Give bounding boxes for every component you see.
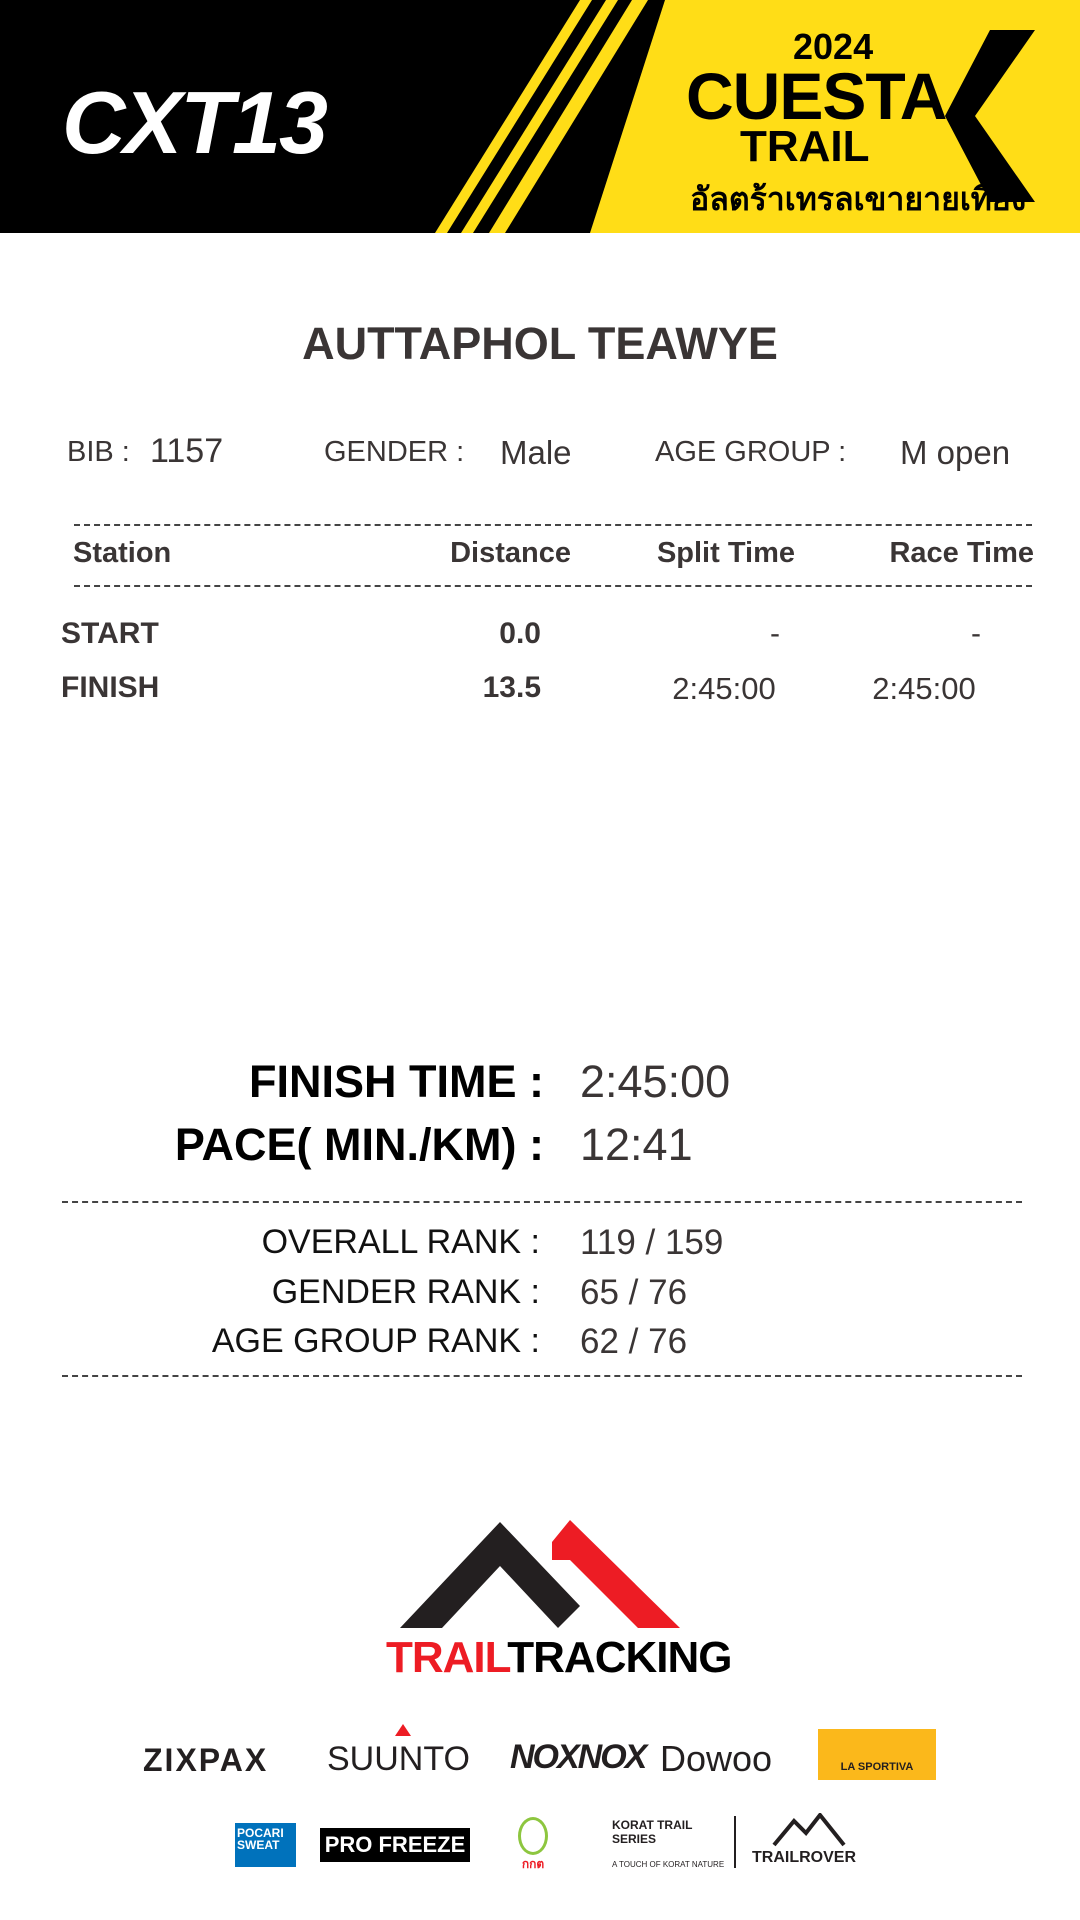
- split-time: 2:45:00: [672, 671, 776, 706]
- sponsor-pro-freeze: PRO FREEZE: [320, 1828, 470, 1862]
- logo-trail: TRAIL: [386, 1633, 508, 1682]
- age-group-rank-value: 62 / 76: [580, 1322, 688, 1361]
- divider: [74, 585, 1032, 587]
- age-group-rank-label: AGE GROUP RANK :: [211, 1322, 540, 1360]
- event-name-trail: TRAIL: [740, 122, 870, 171]
- runner-name: AUTTAPHOL TEAWYE: [302, 318, 778, 369]
- station: FINISH: [61, 671, 160, 704]
- cxt13-logo: CXT13: [62, 73, 328, 172]
- event-subtitle: อัลตร้าเทรลเขายายเที่ยง: [690, 181, 1027, 217]
- sponsor-korat-tagline: A TOUCH OF KORAT NATURE: [612, 1860, 725, 1869]
- finish-time-value: 2:45:00: [580, 1056, 731, 1107]
- gender-rank-label: GENDER RANK :: [271, 1273, 540, 1311]
- col-distance: Distance: [450, 537, 571, 569]
- event-year: 2024: [793, 26, 874, 67]
- bib-value: 1157: [150, 432, 224, 470]
- mountain-icon: [400, 1520, 680, 1628]
- col-split-time: Split Time: [656, 537, 795, 569]
- overall-rank-label: OVERALL RANK :: [261, 1223, 540, 1261]
- finish-time-label: FINISH TIME :: [249, 1056, 544, 1107]
- suunto-triangle-icon: [395, 1724, 411, 1736]
- trailrover-mountain-icon: [772, 1813, 846, 1847]
- banner-stripes: [435, 0, 1080, 233]
- divider: [62, 1375, 1022, 1377]
- bib-label: BIB :: [67, 436, 130, 468]
- sponsor-separator: [734, 1816, 736, 1868]
- gender-label: GENDER :: [324, 436, 465, 468]
- sponsor-la-sportiva: LA SPORTIVA: [818, 1729, 936, 1780]
- logo-tracking: TRACKING: [507, 1633, 732, 1682]
- event-banner: CXT13 2024 CUESTA TRAIL อัลตร้าเทรลเขายา…: [0, 0, 1080, 233]
- sponsor-pocari-sweat: POCARI SWEAT: [235, 1823, 296, 1867]
- distance: 13.5: [482, 671, 541, 704]
- overall-rank-value: 119 / 159: [580, 1223, 724, 1262]
- sponsor-emblem: กกต: [513, 1805, 553, 1875]
- gender-rank-value: 65 / 76: [580, 1273, 688, 1312]
- sponsor-dowoo: Dowoo: [660, 1738, 773, 1779]
- pace-value: 12:41: [580, 1119, 693, 1170]
- split-time: -: [770, 617, 780, 650]
- divider: [74, 524, 1032, 526]
- sponsor-zixpax: ZIXPAX: [143, 1742, 269, 1778]
- station: START: [61, 617, 159, 650]
- divider: [62, 1201, 1022, 1203]
- age-group-label: AGE GROUP :: [655, 436, 847, 468]
- pace-label: PACE( MIN./KM) :: [174, 1119, 544, 1170]
- sponsor-suunto: SUUNTO: [327, 1740, 470, 1778]
- col-station: Station: [73, 537, 172, 569]
- race-time: -: [971, 617, 981, 650]
- sponsor-korat-trail-series: KORAT TRAIL SERIES: [612, 1818, 693, 1846]
- gender-value: Male: [500, 434, 572, 471]
- distance: 0.0: [499, 617, 541, 650]
- sponsor-noxnox: NOXNOX: [510, 1738, 647, 1776]
- col-race-time: Race Time: [889, 537, 1034, 569]
- race-time: 2:45:00: [872, 671, 976, 706]
- age-group-value: M open: [900, 434, 1011, 471]
- sponsor-trailrover: TRAILROVER: [752, 1849, 856, 1866]
- event-name: CUESTA: [686, 59, 947, 133]
